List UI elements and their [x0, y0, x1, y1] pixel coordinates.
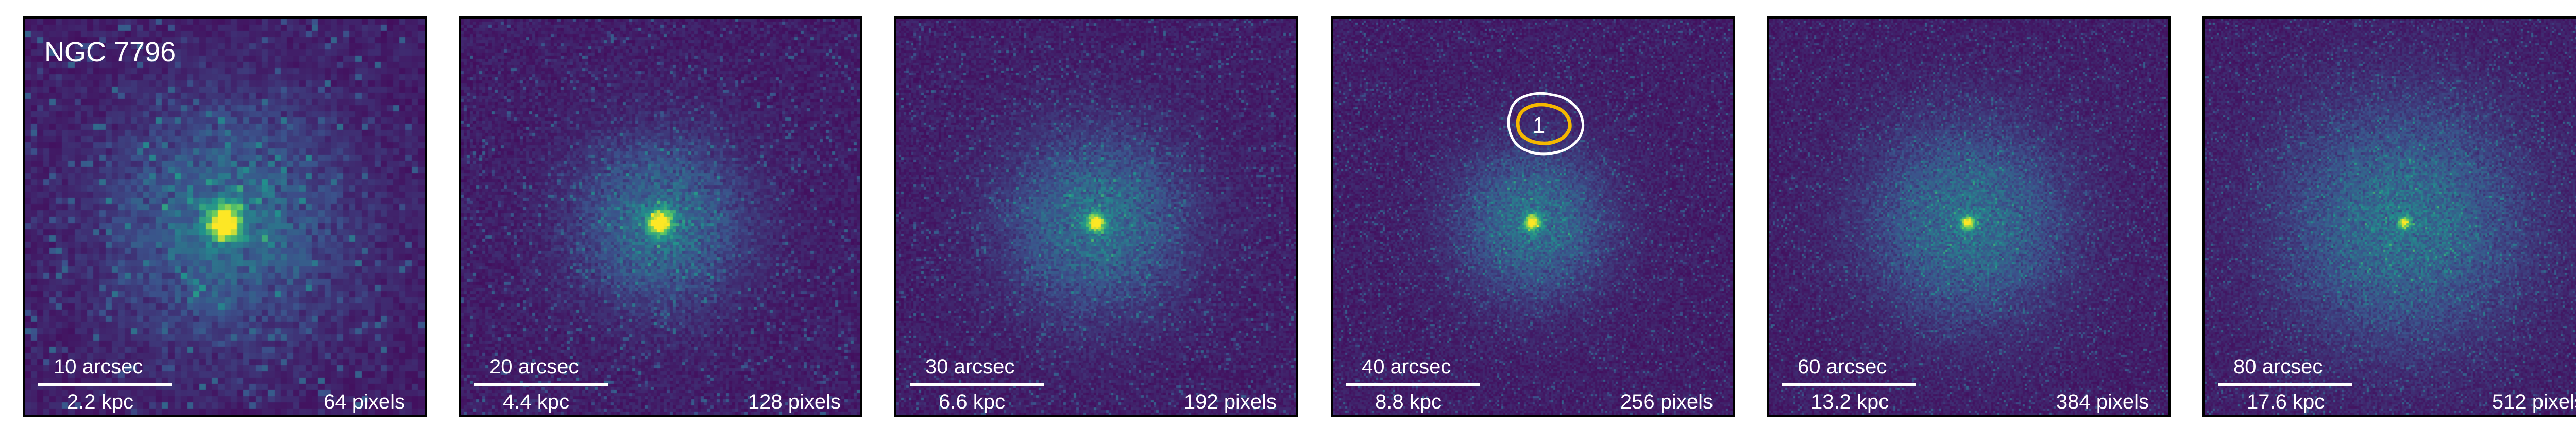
source-number-label: 1	[1533, 113, 1545, 138]
pixel-count-label: 128 pixels	[748, 390, 841, 413]
inner-contour	[1516, 103, 1572, 145]
scale-kpc-label: 13.2 kpc	[1811, 390, 1889, 413]
image-panel-6: 80 arcsec 17.6 kpc 512 pixels	[2202, 16, 2576, 417]
scale-bar	[910, 383, 1044, 386]
scale-bar	[474, 383, 608, 386]
pixel-count-label: 512 pixels	[2492, 390, 2576, 413]
pixel-count-label: 64 pixels	[324, 390, 405, 413]
image-panel-4: 1 40 arcsec 8.8 kpc 256 pixels	[1331, 16, 1735, 417]
xray-image	[25, 19, 425, 415]
scale-arcsec-label: 80 arcsec	[2233, 355, 2323, 378]
pixel-count-label: 192 pixels	[1183, 390, 1277, 413]
galaxy-name-label: NGC 7796	[44, 37, 176, 67]
scale-kpc-label: 17.6 kpc	[2247, 390, 2325, 413]
scale-kpc-label: 2.2 kpc	[67, 390, 133, 413]
xray-image	[1333, 19, 1733, 415]
xray-image	[461, 19, 860, 415]
outer-contour	[1507, 92, 1585, 156]
scale-bar	[38, 383, 172, 386]
image-panel-2: 20 arcsec 4.4 kpc 128 pixels	[459, 16, 862, 417]
image-panel-5: 60 arcsec 13.2 kpc 384 pixels	[1767, 16, 2171, 417]
scale-arcsec-label: 40 arcsec	[1362, 355, 1451, 378]
scale-arcsec-label: 30 arcsec	[925, 355, 1015, 378]
source-contours: 1	[1507, 92, 1585, 156]
xray-image	[896, 19, 1296, 415]
pixel-count-label: 256 pixels	[1620, 390, 1713, 413]
scale-arcsec-label: 10 arcsec	[54, 355, 143, 378]
scale-kpc-label: 4.4 kpc	[503, 390, 569, 413]
scale-kpc-label: 6.6 kpc	[939, 390, 1005, 413]
scale-bar	[1346, 383, 1480, 386]
image-panel-1: NGC 7796 10 arcsec 2.2 kpc 64 pixels	[23, 16, 427, 417]
scale-bar	[1782, 383, 1916, 386]
scale-bar	[2218, 383, 2352, 386]
image-panel-3: 30 arcsec 6.6 kpc 192 pixels	[894, 16, 1298, 417]
scale-arcsec-label: 60 arcsec	[1798, 355, 1887, 378]
xray-image	[2205, 19, 2576, 415]
xray-image	[1769, 19, 2168, 415]
scale-arcsec-label: 20 arcsec	[489, 355, 579, 378]
pixel-count-label: 384 pixels	[2056, 390, 2149, 413]
scale-kpc-label: 8.8 kpc	[1375, 390, 1442, 413]
